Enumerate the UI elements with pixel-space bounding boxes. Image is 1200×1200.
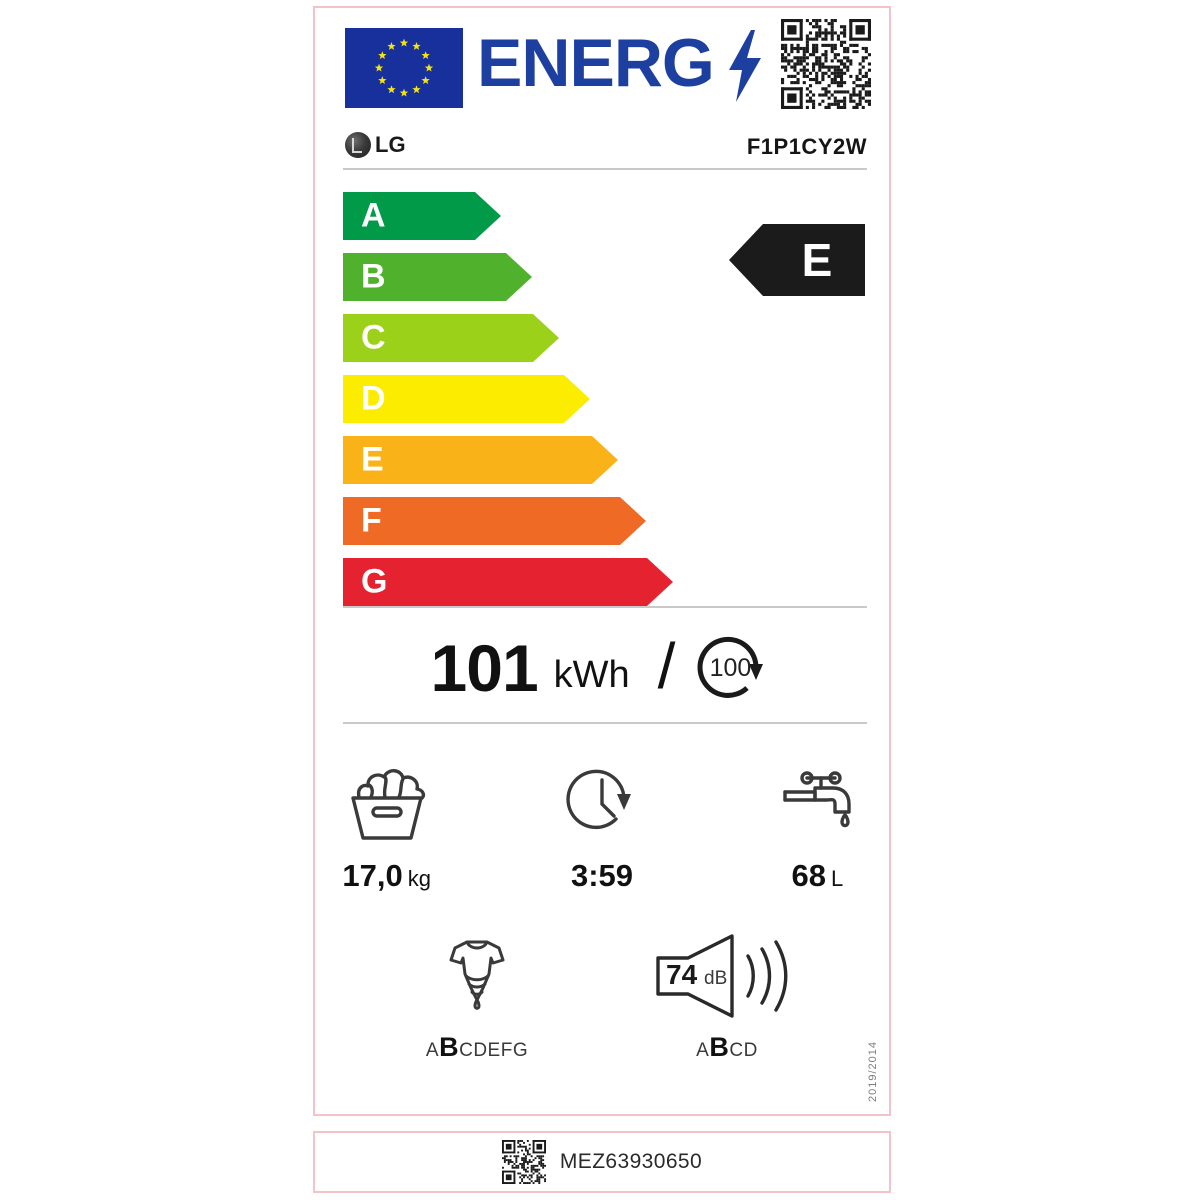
rating-arrow-body: E — [763, 224, 865, 296]
eu-flag-icon — [345, 28, 463, 108]
spin-class-line: ABCDEFG — [426, 1032, 528, 1063]
arrow-tip — [620, 497, 646, 545]
qr-code-icon — [781, 19, 871, 109]
spin-class-suffix: CDEFG — [459, 1040, 529, 1061]
energy-class-row-e: E — [343, 436, 673, 484]
divider-consumption-bottom — [343, 722, 867, 724]
brand-name: LG — [375, 132, 406, 157]
energy-class-arrow — [343, 497, 673, 545]
eu-stars — [374, 38, 434, 97]
rating-class-letter: E — [801, 234, 833, 286]
energy-class-arrow — [343, 253, 673, 301]
laundry-basket-icon — [341, 756, 433, 852]
energy-class-letter: F — [361, 501, 382, 540]
energy-class-arrow — [343, 314, 673, 362]
energy-consumption-row: 101 kWh / 100 — [315, 616, 889, 720]
regulation-reference: 2019/2014 — [867, 1041, 879, 1102]
arrow-body — [343, 558, 647, 606]
arrow-body — [343, 314, 533, 362]
water-value-group: 68 L — [791, 858, 843, 894]
lg-circle-mark — [345, 132, 371, 158]
cycle-arrow-icon: 100 — [691, 628, 773, 708]
energy-class-row-d: D — [343, 375, 673, 423]
energy-class-letter: C — [361, 318, 386, 357]
capacity-value: 17,0 — [342, 858, 403, 893]
energy-class-row-g: G — [343, 558, 673, 606]
cycles-count: 100 — [709, 653, 752, 682]
specs-row-bottom: ABCDEFG 74 dB — [315, 928, 889, 1063]
capacity-unit: kg — [407, 866, 431, 891]
duration-value-group: 3:59 — [571, 858, 633, 894]
duration-value: 3:59 — [570, 858, 634, 893]
part-number-text: MEZ63930650 — [559, 1150, 703, 1173]
spec-duration: 3:59 — [530, 756, 673, 894]
spec-capacity: 17,0 kg — [315, 756, 458, 894]
noise-class-suffix: CD — [729, 1040, 758, 1061]
arrow-tip — [533, 314, 559, 362]
arrow-tip — [647, 558, 673, 606]
energy-class-row-c: C — [343, 314, 673, 362]
energy-class-arrow — [343, 192, 673, 240]
part-number-strip: MEZ63930650 — [313, 1131, 891, 1193]
energy-class-row-b: B — [343, 253, 673, 301]
arrow-body — [343, 192, 475, 240]
spin-drying-shirt-icon — [427, 928, 527, 1024]
capacity-value-group: 17,0 kg — [342, 858, 431, 894]
arrow-tip — [506, 253, 532, 301]
arrow-body — [343, 253, 506, 301]
spec-water: 68 L — [746, 756, 889, 894]
arrow-tip — [564, 375, 590, 423]
qr-code-icon — [501, 1140, 546, 1184]
brand-row: LG F1P1CY2W — [315, 126, 889, 172]
arrow-body — [343, 436, 592, 484]
divider-consumption-top — [343, 606, 867, 608]
energy-class-letter: G — [361, 562, 388, 601]
noise-class-selected: B — [709, 1032, 730, 1062]
model-number: F1P1CY2W — [746, 134, 867, 159]
clock-icon — [556, 756, 648, 852]
specs-row-top: 17,0 kg 3:59 — [315, 756, 889, 894]
arrow-body — [343, 375, 564, 423]
arrow-tip — [592, 436, 618, 484]
separator-slash: / — [657, 630, 676, 702]
spec-spin-class: ABCDEFG — [402, 928, 552, 1063]
noise-speaker-icon: 74 dB — [652, 928, 802, 1024]
lightning-bolt-icon — [729, 30, 761, 102]
energy-class-letter: E — [361, 440, 384, 479]
water-tap-icon — [771, 756, 863, 852]
divider-top — [343, 168, 867, 170]
arrow-body — [343, 497, 620, 545]
noise-class-line: ABCD — [696, 1032, 758, 1063]
water-unit: L — [830, 866, 844, 891]
spin-class-selected: B — [439, 1032, 460, 1062]
arrow-tip — [475, 192, 501, 240]
kwh-unit: kWh — [553, 653, 630, 696]
energy-class-arrow — [343, 558, 673, 606]
energy-class-letter: A — [361, 196, 386, 235]
energy-class-row-f: F — [343, 497, 673, 545]
energy-class-letter: D — [361, 379, 386, 418]
cycle-arrow-svg — [697, 636, 764, 698]
rating-arrow-tip — [729, 224, 763, 296]
label-header: ENERG — [315, 8, 889, 126]
energy-class-row-a: A — [343, 192, 673, 240]
lg-logo-icon: LG — [345, 132, 406, 158]
energy-class-arrow — [343, 375, 673, 423]
energy-class-arrow — [343, 436, 673, 484]
noise-db-value: 74 — [666, 959, 698, 990]
kwh-value: 101 — [430, 631, 539, 705]
noise-db-unit: dB — [704, 968, 727, 989]
water-value: 68 — [791, 858, 826, 893]
spin-class-prefix: A — [425, 1040, 440, 1061]
energy-wordmark: ENERG — [477, 25, 715, 101]
noise-class-prefix: A — [696, 1040, 710, 1061]
spec-noise-class: 74 dB ABCD — [652, 928, 802, 1063]
energy-class-letter: B — [361, 257, 386, 296]
rating-arrow: E — [729, 224, 865, 296]
